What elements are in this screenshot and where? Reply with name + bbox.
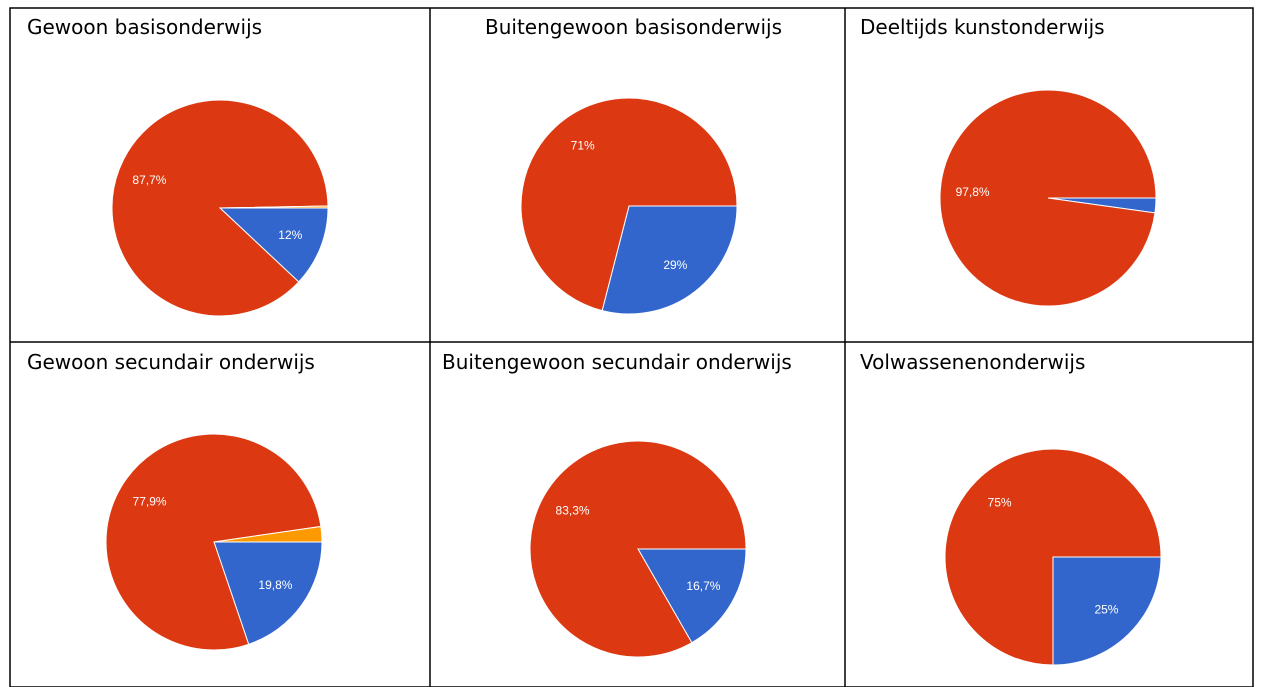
slice-label: 12% (278, 228, 302, 242)
slice-label: 87,7% (132, 173, 166, 187)
pie-slice (105, 433, 322, 651)
slice-label: 25% (1094, 603, 1118, 617)
slice-label: 16,7% (686, 579, 720, 593)
pie-slice (939, 89, 1157, 307)
slice-label: 77,9% (133, 495, 167, 509)
pie-slice (218, 207, 329, 283)
slice-label: 29% (663, 258, 687, 272)
chart-title: Buitengewoon secundair onderwijs (442, 350, 792, 374)
slice-label: 83,3% (556, 503, 590, 517)
pie-slice (111, 99, 329, 317)
slice-label: 75% (988, 496, 1012, 510)
slice-label: 71% (571, 138, 595, 152)
table-grid (9, 7, 1254, 687)
pie-slice (520, 97, 738, 312)
slice-label: 97,8% (956, 185, 990, 199)
chart-title: Gewoon secundair onderwijs (27, 350, 315, 374)
chart-title: Volwassenenonderwijs (860, 350, 1085, 374)
pie-slice (213, 525, 323, 543)
pie-slice (944, 448, 1162, 666)
pie-slice (601, 205, 738, 315)
pie-slice (637, 548, 747, 644)
chart-title: Gewoon basisonderwijs (27, 15, 262, 39)
chart-title: Deeltijds kunstonderwijs (860, 15, 1105, 39)
table-border (9, 7, 1254, 687)
pie-slice (1052, 556, 1162, 666)
pie-slice (219, 205, 329, 209)
slice-label: 19,8% (258, 578, 292, 592)
chart-title: Buitengewoon basisonderwijs (485, 15, 782, 39)
pie-slice (529, 440, 747, 658)
pie-slice (213, 541, 323, 645)
